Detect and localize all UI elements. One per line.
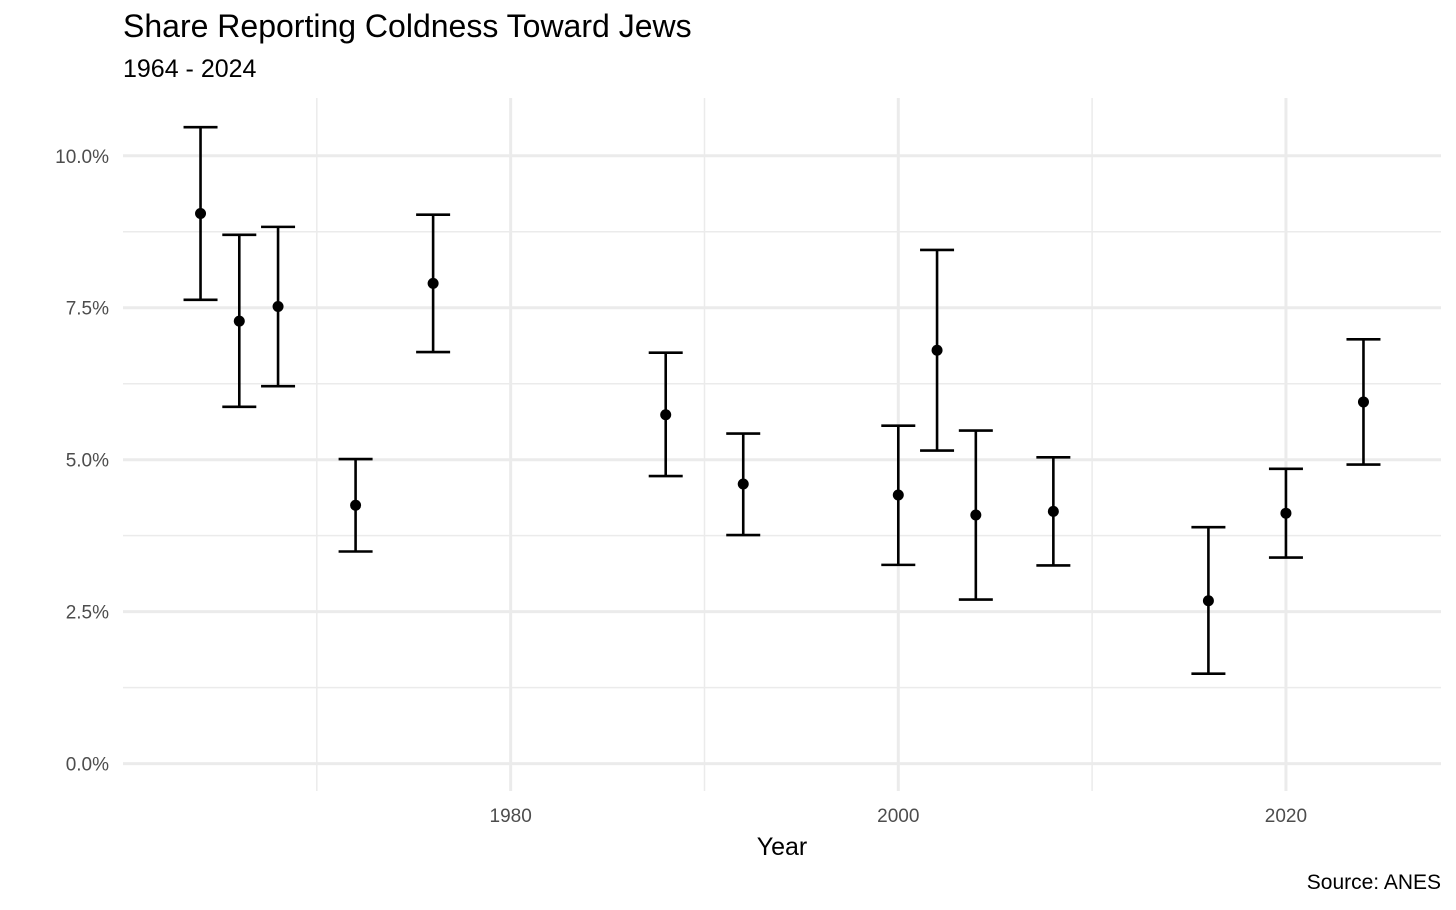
data-point xyxy=(931,344,943,356)
y-tick-label: 0.0% xyxy=(66,755,109,776)
data-point xyxy=(1202,595,1214,607)
chart-title: Share Reporting Coldness Toward Jews xyxy=(123,8,692,44)
chart-subtitle: 1964 - 2024 xyxy=(123,55,257,83)
y-tick-label: 10.0% xyxy=(55,147,109,168)
data-point xyxy=(660,409,672,421)
data-point xyxy=(892,489,904,501)
data-point xyxy=(195,208,207,219)
data-point xyxy=(970,509,982,521)
x-tick-label: 2000 xyxy=(877,806,919,827)
data-point xyxy=(427,277,439,289)
x-tick-label: 1980 xyxy=(490,806,532,827)
data-point xyxy=(350,499,362,511)
x-tick-label: 2020 xyxy=(1265,806,1307,827)
x-axis-title: Year xyxy=(757,833,808,861)
y-tick-label: 2.5% xyxy=(66,603,109,624)
y-tick-label: 7.5% xyxy=(66,299,109,320)
data-point xyxy=(1047,505,1059,517)
data-point xyxy=(272,301,284,313)
data-point xyxy=(1357,396,1369,408)
y-tick-label: 5.0% xyxy=(66,451,109,472)
data-point xyxy=(233,315,245,327)
chart-caption: Source: ANES xyxy=(1306,871,1441,894)
data-point xyxy=(737,478,749,490)
data-point xyxy=(1280,507,1292,519)
